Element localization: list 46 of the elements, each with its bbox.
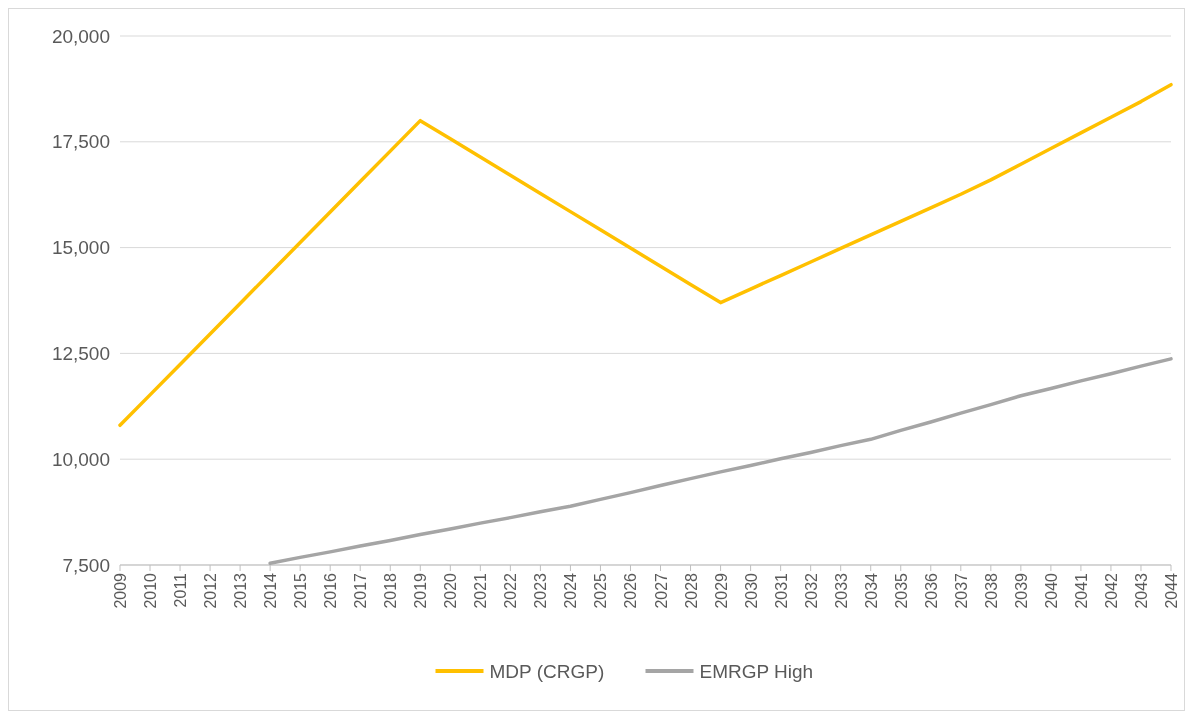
- x-tick-label: 2026: [622, 572, 640, 609]
- x-tick-label: 2034: [862, 572, 880, 609]
- legend-label: MDP (CRGP): [489, 660, 605, 682]
- y-tick-label: 7,500: [62, 554, 110, 576]
- x-tick-label: 2010: [142, 572, 160, 609]
- x-tick-label: 2009: [112, 572, 129, 609]
- x-tick-label: 2013: [232, 572, 250, 609]
- x-tick-label: 2030: [742, 572, 760, 609]
- x-tick-label: 2021: [472, 572, 490, 609]
- x-tick-label: 2018: [382, 572, 400, 609]
- x-tick-label: 2039: [1012, 572, 1030, 609]
- x-tick-label: 2027: [652, 572, 670, 609]
- x-tick-label: 2038: [982, 572, 1000, 609]
- x-tick-label: 2017: [352, 572, 370, 609]
- y-tick-label: 20,000: [51, 25, 110, 47]
- x-tick-label: 2033: [832, 572, 850, 609]
- line-series: [268, 357, 1173, 566]
- x-tick-label: 2029: [712, 572, 730, 609]
- x-tick-label: 2035: [892, 572, 910, 609]
- y-tick-label: 10,000: [51, 448, 110, 470]
- x-tick-label: 2014: [262, 572, 280, 609]
- x-tick-label: 2037: [952, 572, 970, 609]
- x-tick-label: 2044: [1163, 572, 1180, 609]
- x-tick-label: 2041: [1072, 572, 1090, 609]
- y-tick-label: 17,500: [51, 131, 110, 153]
- x-tick-label: 2042: [1102, 572, 1120, 609]
- x-tick-label: 2031: [772, 572, 790, 609]
- x-tick-label: 2011: [172, 572, 190, 608]
- x-tick-label: 2023: [532, 572, 550, 609]
- x-tick-label: 2015: [292, 572, 310, 609]
- x-tick-label: 2036: [922, 572, 940, 609]
- x-tick-label: 2019: [412, 572, 430, 609]
- x-tick-label: 2040: [1042, 572, 1060, 609]
- x-tick-label: 2016: [322, 572, 340, 609]
- legend-label: EMRGP High: [699, 660, 814, 682]
- x-tick-label: 2043: [1132, 572, 1150, 609]
- x-tick-label: 2028: [682, 572, 700, 609]
- line-series: [118, 82, 1173, 428]
- y-tick-label: 15,000: [51, 237, 110, 259]
- x-tick-label: 2032: [802, 572, 820, 609]
- x-tick-label: 2024: [562, 572, 580, 609]
- x-tick-label: 2020: [442, 572, 460, 609]
- y-tick-label: 12,500: [51, 343, 110, 365]
- x-tick-label: 2012: [202, 572, 220, 609]
- x-tick-label: 2025: [592, 572, 610, 609]
- x-tick-label: 2022: [502, 572, 520, 609]
